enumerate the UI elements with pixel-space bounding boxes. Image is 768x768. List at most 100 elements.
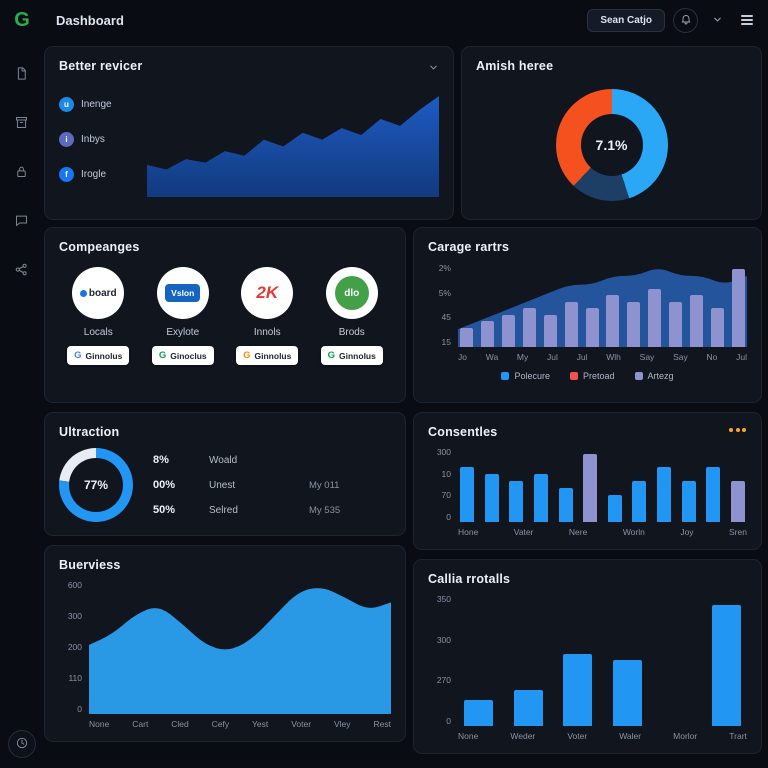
page-title: Dashboard <box>56 12 124 28</box>
topbar: G Dashboard Sean Catjo <box>0 0 768 40</box>
dropdown-button[interactable] <box>706 9 728 31</box>
bar <box>564 301 578 347</box>
company-button-label: Ginoclus <box>170 350 207 361</box>
legend-item[interactable]: u Inenge <box>59 97 112 112</box>
stat-percent: 8% <box>153 454 169 466</box>
company-logo: Vslon <box>156 267 209 319</box>
y-axis: 350 300 270 0 <box>428 594 458 726</box>
bar <box>681 481 696 522</box>
axis-label: Say <box>639 352 655 362</box>
company-label: Locals <box>83 327 113 338</box>
company-cell: Vslon Exylote G Ginoclus <box>144 267 223 365</box>
axis-label: 10 <box>441 468 451 479</box>
axis-label: My <box>516 352 529 362</box>
archive-icon[interactable] <box>8 109 34 135</box>
x-axis: None Weder Voter Waler Morlor Trart <box>458 731 747 741</box>
stat-row: 00% Unest My 011 <box>153 479 387 491</box>
bar <box>509 481 524 522</box>
bar <box>730 481 745 522</box>
collapse-button[interactable] <box>426 59 441 78</box>
dot-icon <box>729 428 733 432</box>
notifications-button[interactable] <box>673 7 698 33</box>
user-button[interactable]: Sean Catjo <box>587 8 665 32</box>
bar <box>669 301 683 347</box>
menu-button[interactable] <box>736 9 758 31</box>
sidebar <box>0 40 42 768</box>
topbar-actions: Sean Catjo <box>587 7 758 33</box>
axis-label: Joy <box>680 527 694 537</box>
stat-value: My 011 <box>309 479 340 491</box>
bar <box>558 487 573 522</box>
company-action-button[interactable]: G Ginnolus <box>67 346 130 365</box>
axis-label: 70 <box>441 490 451 501</box>
axis-label: 300 <box>436 447 451 457</box>
y-axis: 600 300 200 110 0 <box>59 580 89 714</box>
bar <box>648 288 662 347</box>
card-title: Carage rartrs <box>428 240 510 254</box>
axis-label: Morlor <box>673 731 698 741</box>
axis-label: Jo <box>458 352 467 362</box>
lock-icon[interactable] <box>8 158 34 184</box>
stat-value: My 535 <box>309 504 341 516</box>
legend-icon: u <box>59 97 74 112</box>
card-amish-heree: Amish heree 7.1% <box>461 46 762 220</box>
gauge-chart: 77% <box>59 448 133 522</box>
callia-chart: 350 300 270 0 <box>428 594 747 726</box>
card-callia-rrotalls: Callia rrotalls 350 300 270 0 None Weder Vote… <box>413 559 762 754</box>
card-title: Better revicer <box>59 59 143 73</box>
company-action-button[interactable]: G Ginnolus <box>236 346 299 365</box>
legend-label: Inbys <box>81 134 105 145</box>
document-icon[interactable] <box>8 60 34 86</box>
axis-label: 5% <box>438 287 451 298</box>
axis-label: Voter <box>291 719 312 729</box>
legend-item[interactable]: i Inbys <box>59 132 112 147</box>
legend-item[interactable]: Artezg <box>634 371 674 381</box>
axis-label: Trart <box>729 731 747 741</box>
legend-item[interactable]: f Irogle <box>59 167 112 182</box>
legend-item[interactable]: Pretoad <box>569 371 615 381</box>
axis-label: Wa <box>485 352 499 362</box>
bar-chart <box>458 447 747 522</box>
company-action-button[interactable]: G Ginoclus <box>151 346 214 365</box>
legend-icon: f <box>59 167 74 182</box>
x-axis: Hone Vater Nere Worln Joy Sren <box>458 527 747 537</box>
bar <box>563 654 593 726</box>
chart-svg <box>147 96 439 197</box>
company-logo: 2K <box>241 267 294 319</box>
app-logo[interactable]: G <box>14 8 30 31</box>
axis-label: Nere <box>568 527 588 537</box>
company-action-button[interactable]: G Ginnolus <box>320 346 383 365</box>
chat-icon[interactable] <box>8 207 34 233</box>
stat-label: Selred <box>209 504 238 516</box>
dot-icon <box>735 428 740 432</box>
axis-label: 0 <box>446 715 451 726</box>
clock-button[interactable] <box>8 730 36 758</box>
axis-label: Sren <box>729 527 747 537</box>
consentles-chart: 300 10 70 0 <box>428 447 747 522</box>
legend-label: Irogle <box>81 169 107 180</box>
legend-item[interactable]: Polecure <box>501 371 550 381</box>
axis-label: Waler <box>619 731 642 741</box>
axis-label: Say <box>673 352 688 362</box>
axis-label: 45 <box>441 312 451 323</box>
bar <box>711 605 741 726</box>
chevron-down-icon <box>712 13 723 28</box>
axis-label: 15 <box>441 336 451 347</box>
bar <box>484 474 499 522</box>
axis-label: Worln <box>622 527 645 537</box>
axis-label: Voter <box>567 731 588 741</box>
stat-label: Unest <box>209 479 236 491</box>
g-icon: G <box>158 350 167 361</box>
donut-center-label: 7.1% <box>580 114 643 176</box>
bar-area-chart <box>458 263 747 347</box>
company-button-label: Ginnolus <box>254 350 292 361</box>
company-label: Brods <box>338 327 365 338</box>
share-icon[interactable] <box>8 256 34 282</box>
axis-label: Rest <box>373 719 391 729</box>
axis-label: 350 <box>436 594 451 604</box>
hamburger-icon <box>741 15 753 25</box>
main-content: Better revicer u Inenge i Inbys f Irogle Am… <box>42 40 768 768</box>
card-menu-button[interactable] <box>727 426 748 434</box>
bars-layer <box>458 594 747 726</box>
bar <box>731 269 745 347</box>
